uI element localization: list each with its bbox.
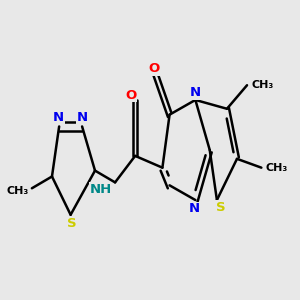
- Text: N: N: [190, 86, 201, 99]
- Text: NH: NH: [89, 183, 112, 196]
- Text: O: O: [148, 62, 159, 75]
- Text: S: S: [67, 217, 77, 230]
- Text: CH₃: CH₃: [251, 80, 274, 90]
- Text: N: N: [188, 202, 200, 215]
- Text: CH₃: CH₃: [266, 163, 288, 173]
- Text: O: O: [125, 89, 136, 102]
- Text: N: N: [53, 111, 64, 124]
- Text: S: S: [215, 201, 225, 214]
- Text: CH₃: CH₃: [6, 186, 28, 196]
- Text: N: N: [77, 111, 88, 124]
